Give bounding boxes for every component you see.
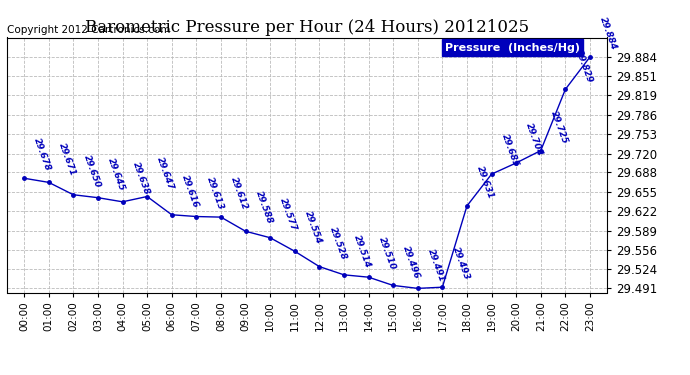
Text: 29.554: 29.554 — [303, 210, 324, 246]
Text: 29.645: 29.645 — [106, 156, 126, 192]
Text: 29.631: 29.631 — [475, 165, 495, 200]
Text: 29.704: 29.704 — [524, 122, 545, 158]
Text: 29.514: 29.514 — [353, 234, 373, 269]
Text: 29.638: 29.638 — [131, 160, 151, 196]
Text: 29.496: 29.496 — [402, 244, 422, 280]
Text: 29.616: 29.616 — [180, 174, 200, 209]
Text: Copyright 2012 Cartronics.com: Copyright 2012 Cartronics.com — [7, 25, 170, 35]
Text: 29.612: 29.612 — [229, 176, 250, 212]
Text: 29.510: 29.510 — [377, 236, 397, 272]
Text: 29.650: 29.650 — [81, 154, 102, 189]
Text: Pressure  (Inches/Hg): Pressure (Inches/Hg) — [445, 43, 580, 52]
Text: 29.588: 29.588 — [254, 190, 274, 226]
Text: 29.829: 29.829 — [573, 48, 594, 84]
Text: 29.491: 29.491 — [426, 247, 446, 283]
Title: Barometric Pressure per Hour (24 Hours) 20121025: Barometric Pressure per Hour (24 Hours) … — [85, 19, 529, 36]
Text: 29.671: 29.671 — [57, 141, 77, 177]
Text: 29.725: 29.725 — [549, 110, 569, 145]
Text: 29.884: 29.884 — [598, 16, 619, 51]
Text: 29.678: 29.678 — [32, 137, 52, 173]
Text: 29.528: 29.528 — [328, 225, 348, 261]
Text: 29.647: 29.647 — [155, 155, 176, 191]
Text: 29.493: 29.493 — [451, 246, 471, 282]
Text: 29.685: 29.685 — [500, 133, 520, 169]
Text: 29.577: 29.577 — [279, 196, 299, 232]
Text: 29.613: 29.613 — [205, 176, 225, 211]
